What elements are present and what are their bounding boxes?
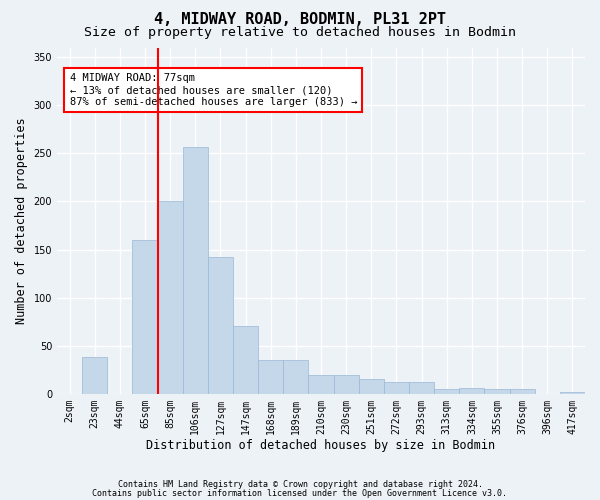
Bar	[233, 326, 258, 394]
Bar	[459, 388, 484, 394]
Bar	[308, 374, 334, 394]
Text: Contains public sector information licensed under the Open Government Licence v3: Contains public sector information licen…	[92, 489, 508, 498]
Bar	[359, 380, 384, 394]
Bar	[258, 360, 283, 394]
Bar	[384, 382, 409, 394]
Bar	[434, 389, 459, 394]
Y-axis label: Number of detached properties: Number of detached properties	[15, 118, 28, 324]
Text: 4, MIDWAY ROAD, BODMIN, PL31 2PT: 4, MIDWAY ROAD, BODMIN, PL31 2PT	[154, 12, 446, 28]
Text: Size of property relative to detached houses in Bodmin: Size of property relative to detached ho…	[84, 26, 516, 39]
Bar	[484, 389, 509, 394]
Bar	[409, 382, 434, 394]
Bar	[133, 240, 158, 394]
Text: Contains HM Land Registry data © Crown copyright and database right 2024.: Contains HM Land Registry data © Crown c…	[118, 480, 482, 489]
Bar	[183, 146, 208, 394]
Text: 4 MIDWAY ROAD: 77sqm
← 13% of detached houses are smaller (120)
87% of semi-deta: 4 MIDWAY ROAD: 77sqm ← 13% of detached h…	[70, 74, 357, 106]
Bar	[158, 202, 183, 394]
X-axis label: Distribution of detached houses by size in Bodmin: Distribution of detached houses by size …	[146, 440, 496, 452]
Bar	[82, 358, 107, 394]
Bar	[334, 374, 359, 394]
Bar	[283, 360, 308, 394]
Bar	[509, 389, 535, 394]
Bar	[560, 392, 585, 394]
Bar	[208, 257, 233, 394]
